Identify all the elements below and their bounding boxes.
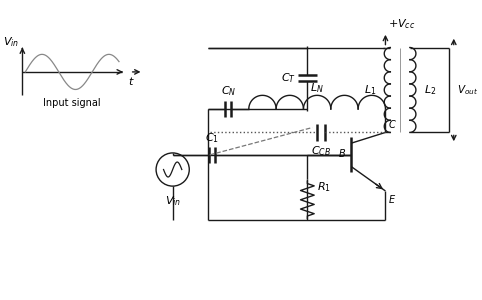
Text: $L_1$: $L_1$: [364, 83, 376, 97]
Text: $E$: $E$: [388, 193, 397, 205]
Text: $L_2$: $L_2$: [424, 83, 436, 97]
Text: $V_{out}$: $V_{out}$: [457, 83, 478, 97]
Text: $V_{in}$: $V_{in}$: [164, 194, 181, 208]
Text: $t$: $t$: [128, 75, 134, 87]
Text: $C_T$: $C_T$: [281, 71, 295, 85]
Text: $B$: $B$: [338, 147, 347, 159]
Text: Input signal: Input signal: [43, 98, 101, 108]
Text: $C_1$: $C_1$: [205, 131, 219, 145]
Text: $C_N$: $C_N$: [221, 85, 236, 98]
Text: $R_1$: $R_1$: [317, 181, 331, 194]
Text: $+V_{cc}$: $+V_{cc}$: [388, 17, 416, 31]
Text: $V_{in}$: $V_{in}$: [3, 36, 19, 50]
Text: $L_N$: $L_N$: [310, 82, 324, 95]
Text: $C$: $C$: [388, 118, 397, 130]
Text: $C_{CB}$: $C_{CB}$: [311, 144, 331, 158]
